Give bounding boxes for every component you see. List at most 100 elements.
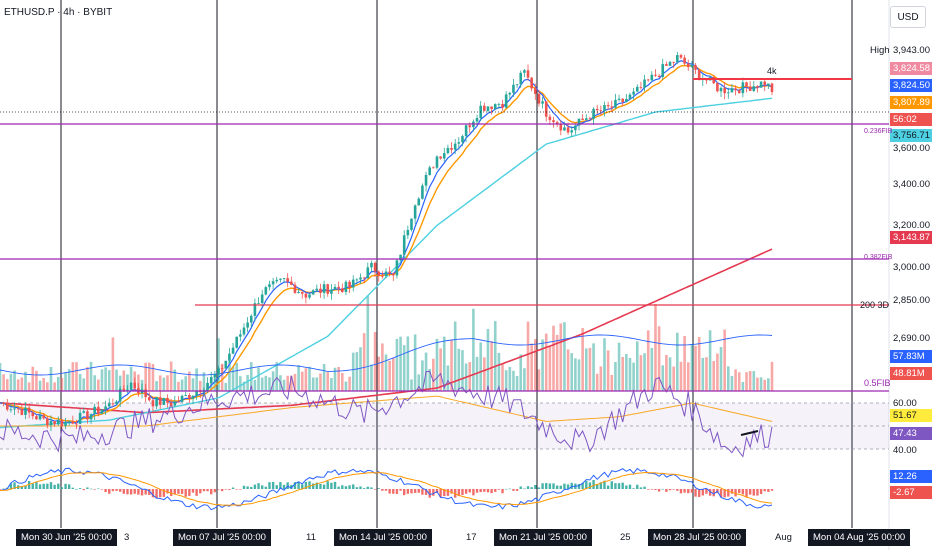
volume-bar <box>122 370 126 391</box>
candle-body <box>217 368 220 375</box>
symbol-header[interactable]: ETHUSD.P · 4h · BYBIT <box>4 7 113 18</box>
volume-tag: 48.81M <box>890 367 932 380</box>
candle-body <box>446 147 450 154</box>
macd-hist-bar <box>293 482 297 489</box>
macd-hist-bar <box>199 489 202 494</box>
macd-hist-bar <box>392 489 395 494</box>
macd-hist-bar <box>111 489 115 492</box>
macd-hist-bar <box>184 489 187 497</box>
macd-hist-bar <box>188 489 191 496</box>
macd-hist-bar <box>377 488 380 489</box>
macd-hist-bar <box>654 489 657 491</box>
currency-button[interactable]: USD <box>890 6 926 28</box>
volume-bar <box>64 372 67 391</box>
volume-bar <box>646 330 650 391</box>
volume-bar <box>388 360 391 391</box>
macd-signal-line <box>0 471 773 506</box>
candle-body <box>519 72 523 85</box>
volume-bar <box>712 360 716 391</box>
candle-body <box>381 275 384 277</box>
candle-body <box>239 334 242 337</box>
macd-hist-bar <box>614 483 617 489</box>
volume-bar <box>537 369 541 391</box>
macd-hist-bar <box>443 489 446 497</box>
macd-hist-bar <box>337 486 340 489</box>
macd-hist-bar <box>49 482 53 489</box>
volume-bar <box>501 363 504 391</box>
candle-body <box>555 122 559 125</box>
volume-bar <box>384 354 388 391</box>
volume-bar <box>599 366 603 391</box>
volume-bar <box>31 366 35 391</box>
candle-body <box>27 407 31 413</box>
candle-body <box>570 130 574 133</box>
volume-bar <box>668 357 672 391</box>
macd-hist-bar <box>687 489 690 494</box>
macd-hist-bar <box>75 488 78 490</box>
volume-bar <box>719 347 723 391</box>
candle-body <box>9 409 13 411</box>
macd-hist-bar <box>468 489 471 493</box>
candle-body <box>53 420 56 425</box>
volume-bar <box>362 333 366 391</box>
macd-hist-bar <box>228 489 231 490</box>
volume-bar <box>632 362 635 391</box>
volume-bar <box>665 354 668 391</box>
macd-hist-bar <box>271 481 275 489</box>
volume-bar <box>67 369 71 391</box>
candle-body <box>424 174 428 186</box>
candle-body <box>737 90 741 94</box>
volume-bar <box>748 371 752 391</box>
candle-body <box>767 83 770 86</box>
volume-bar <box>756 377 759 391</box>
macd-hist-bar <box>479 489 482 493</box>
candle-body <box>370 262 373 268</box>
macd-hist-bar <box>169 489 173 497</box>
macd-hist-bar <box>665 489 668 492</box>
macd-hist-bar <box>93 489 96 490</box>
candle-body <box>639 86 643 88</box>
volume-bar <box>657 326 661 391</box>
volume-bar <box>184 376 188 391</box>
candle-body <box>144 389 147 398</box>
volume-bar <box>472 308 475 391</box>
volume-bar <box>129 366 133 391</box>
volume-bar <box>504 370 508 391</box>
time-label: 3 <box>124 532 130 543</box>
volume-bar <box>570 353 574 391</box>
volume-bar <box>592 343 595 391</box>
volume-bar <box>395 338 399 391</box>
volume-bar <box>78 373 82 391</box>
macd-hist-bar <box>352 484 355 489</box>
macd-hist-bar <box>650 489 654 490</box>
macd-hist-bar <box>541 483 544 489</box>
candle-body <box>537 93 541 104</box>
macd-hist-bar <box>35 482 38 489</box>
macd-hist-bar <box>705 489 708 494</box>
candle-body <box>337 286 340 289</box>
macd-hist-bar <box>366 486 369 489</box>
macd-hist-bar <box>57 483 60 489</box>
volume-bar <box>293 373 297 391</box>
macd-hist-bar <box>628 484 632 489</box>
volume-bar <box>16 379 20 391</box>
candle-body <box>366 267 370 279</box>
volume-bar <box>450 340 453 391</box>
candle-body <box>388 271 391 274</box>
price-tick: 3,200.00 <box>893 220 930 231</box>
volume-ma-tag: 57.83M <box>890 350 932 363</box>
macd-hist-bar <box>399 489 402 491</box>
candle-body <box>745 82 748 87</box>
volume-bar <box>111 337 115 391</box>
candle-body <box>657 75 661 77</box>
candle-body <box>158 397 162 405</box>
macd-hist-bar <box>53 484 56 489</box>
macd-hist-bar <box>756 489 759 496</box>
candle-body <box>213 374 217 378</box>
candle-body <box>694 65 697 70</box>
volume-bar <box>610 374 614 391</box>
price-tag-ema-slow: 3,756.71 <box>890 129 932 142</box>
macd-hist-bar <box>410 489 413 494</box>
candle-body <box>512 84 515 93</box>
